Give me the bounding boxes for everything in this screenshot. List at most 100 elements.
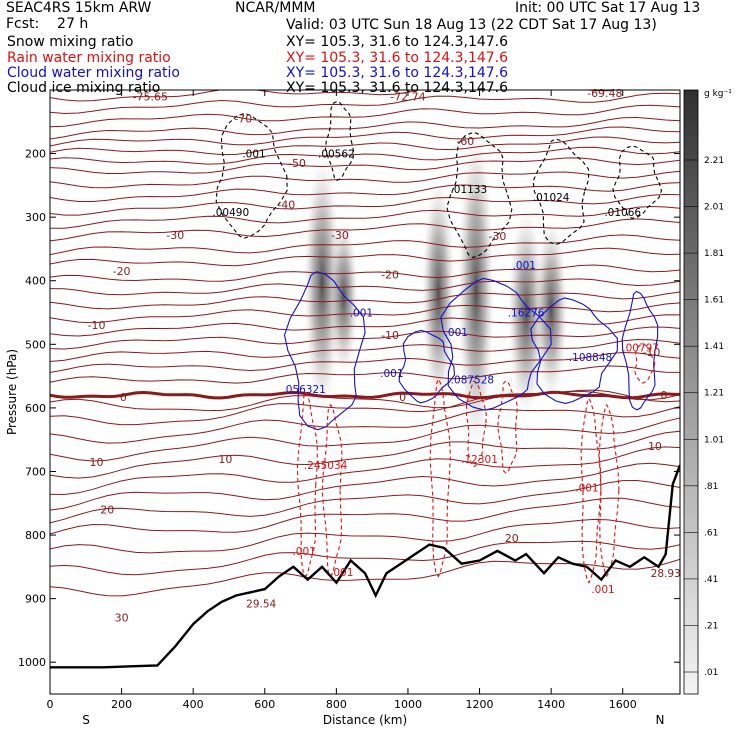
maximum-label: .056321 bbox=[282, 384, 325, 396]
isotherm bbox=[50, 126, 680, 147]
isotherm bbox=[50, 278, 680, 296]
rain-contour bbox=[429, 377, 451, 578]
isotherm bbox=[50, 92, 680, 115]
x-tick-label: 1600 bbox=[609, 698, 637, 711]
colorbar-tick-label: 1.21 bbox=[704, 389, 724, 399]
isotherm bbox=[50, 146, 680, 165]
isotherm bbox=[50, 497, 680, 535]
temperature-label: -10 bbox=[88, 319, 106, 332]
isotherm bbox=[50, 104, 680, 128]
temperature-label: -75.65 bbox=[132, 90, 167, 103]
snow-contour bbox=[532, 138, 590, 245]
cloud-water-contour bbox=[283, 271, 366, 431]
isotherm bbox=[50, 157, 680, 174]
isotherm bbox=[50, 314, 680, 337]
colorbar-tick-label: 2.01 bbox=[704, 203, 724, 213]
field-xy-cloudice: XY= 105.3, 31.6 to 124.3,147.6 bbox=[286, 80, 509, 96]
cloud-ice-shading bbox=[303, 129, 568, 452]
colorbar bbox=[683, 89, 699, 695]
terrain-profile bbox=[50, 464, 680, 669]
isotherm bbox=[50, 302, 680, 324]
maximum-label: 29.54 bbox=[246, 599, 276, 611]
isotherm bbox=[50, 264, 680, 282]
isotherm bbox=[50, 90, 621, 102]
maximum-label: .001 bbox=[513, 260, 536, 272]
maximum-label: .001 bbox=[380, 368, 403, 380]
isotherm bbox=[50, 116, 680, 140]
temperature-label: 30 bbox=[115, 612, 129, 625]
isotherm bbox=[50, 351, 680, 373]
snow-contour bbox=[612, 145, 663, 219]
temperature-label: -10 bbox=[642, 346, 660, 359]
x-tick-label: 800 bbox=[326, 698, 347, 711]
colorbar-tick-label: 1.61 bbox=[704, 296, 724, 306]
rain-contour bbox=[598, 403, 620, 578]
isotherm bbox=[50, 390, 680, 426]
x-axis: 0 200 400 600 800 1000 1200 1400 1600 bbox=[47, 90, 637, 711]
x-tick-label: 1200 bbox=[466, 698, 494, 711]
isotherm bbox=[50, 430, 680, 479]
maxima-labels: .001 .00562 .00490 .01133 .01024 .01066 .001 .0… bbox=[212, 149, 680, 611]
temperature-label: -50 bbox=[288, 157, 306, 170]
colorbar-tick-label: .01 bbox=[704, 668, 718, 678]
temperature-label: -20 bbox=[113, 265, 131, 278]
temperature-label: 10 bbox=[218, 453, 232, 466]
cloud-water-contour bbox=[530, 297, 618, 404]
temperature-label: 0 bbox=[660, 389, 667, 402]
maximum-label: .12301 bbox=[461, 454, 498, 466]
snow-contour bbox=[446, 131, 513, 259]
maximum-label: .16276 bbox=[508, 308, 545, 320]
x-tick-label: 600 bbox=[254, 698, 275, 711]
valid-time: Valid: 03 UTC Sun 18 Aug 13 (22 CDT Sat … bbox=[286, 17, 657, 33]
temperature-label: -72.74 bbox=[390, 90, 425, 103]
temperature-label: -69.48 bbox=[587, 87, 622, 100]
snow-contour bbox=[215, 112, 288, 239]
isotherm bbox=[50, 291, 680, 310]
isotherm bbox=[50, 193, 680, 216]
isotherm bbox=[50, 136, 680, 156]
center-label: NCAR/MMM bbox=[235, 0, 316, 16]
field-xy-snow: XY= 105.3, 31.6 to 124.3,147.6 bbox=[286, 34, 509, 50]
rain-contour bbox=[497, 380, 518, 474]
isotherm bbox=[50, 446, 680, 496]
isotherm bbox=[50, 182, 680, 202]
maximum-label: .001 bbox=[292, 546, 315, 558]
temperature-label: -70 bbox=[234, 113, 252, 126]
maximum-label: .01066 bbox=[604, 207, 641, 219]
isotherm bbox=[50, 540, 680, 576]
ice-plume bbox=[421, 177, 455, 410]
y-tick-label: 900 bbox=[25, 593, 46, 606]
ice-plume bbox=[534, 218, 568, 401]
maximum-label: .001 bbox=[445, 327, 468, 339]
mixing-ratio-contours bbox=[215, 100, 663, 584]
temperature-label: 10 bbox=[648, 440, 662, 453]
temperature-contours bbox=[50, 90, 680, 597]
colorbar-tick-label: .61 bbox=[704, 528, 718, 538]
cloud-water-contour bbox=[440, 277, 552, 411]
colorbar-tick-label: 1.41 bbox=[704, 342, 724, 352]
isotherm bbox=[50, 338, 680, 362]
isotherm bbox=[50, 518, 680, 554]
maximum-label: .00797 bbox=[622, 342, 659, 354]
ice-plume bbox=[457, 129, 495, 452]
rain-contour bbox=[296, 390, 318, 578]
temperature-label: -20 bbox=[381, 268, 399, 281]
temperature-label: 10 bbox=[90, 456, 104, 469]
freezing-level bbox=[50, 390, 680, 400]
x-tick-label: 0 bbox=[47, 698, 54, 711]
temperature-label: 20 bbox=[100, 504, 114, 517]
temperature-label: -30 bbox=[488, 230, 506, 243]
field-xy-rain: XY= 105.3, 31.6 to 124.3,147.6 bbox=[286, 50, 509, 66]
isotherm bbox=[50, 365, 680, 384]
colorbar-unit: g kg⁻¹ bbox=[704, 89, 732, 99]
maximum-label: .001 bbox=[330, 567, 353, 579]
isotherm bbox=[50, 479, 680, 524]
temperature-label: -30 bbox=[331, 229, 349, 242]
maximum-label: .00562 bbox=[318, 149, 355, 161]
isotherm bbox=[50, 462, 680, 511]
isotherm bbox=[50, 234, 680, 256]
maximum-label: .00490 bbox=[212, 207, 249, 219]
isotherm bbox=[50, 558, 680, 597]
